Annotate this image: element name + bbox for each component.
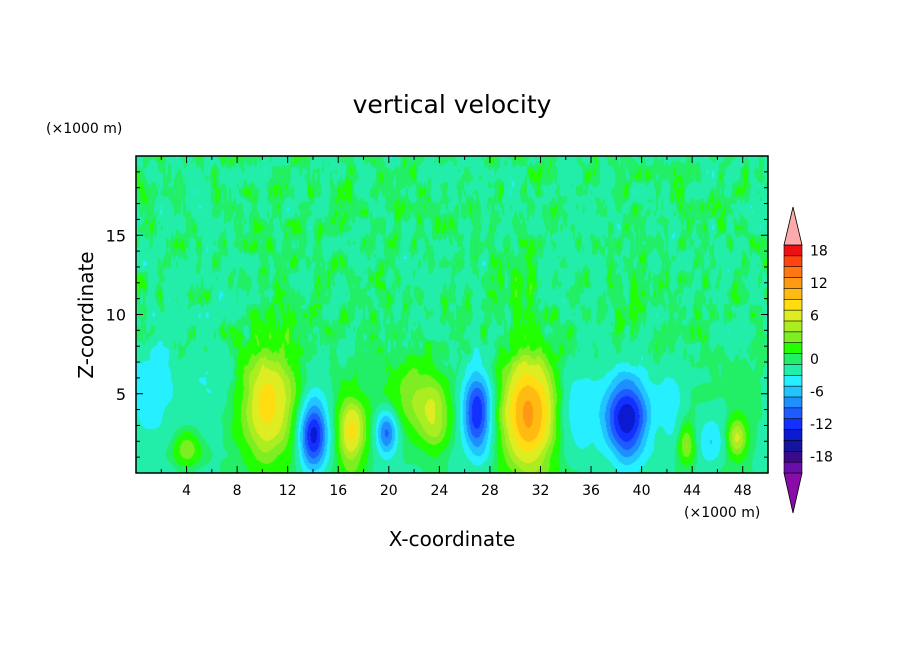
colorbar-swatch bbox=[783, 418, 803, 431]
colorbar-tick-label: 6 bbox=[810, 309, 819, 325]
x-tick-label: 8 bbox=[233, 483, 242, 499]
colorbar-swatch bbox=[783, 342, 803, 355]
x-axis-label: X-coordinate bbox=[389, 527, 516, 551]
colorbar-swatch bbox=[783, 288, 803, 300]
y-axis-label: Z-coordinate bbox=[74, 251, 98, 378]
colorbar: 18 12 6 0 -6 -12 -18 bbox=[783, 206, 833, 514]
colorbar-swatch bbox=[783, 440, 803, 452]
colorbar-tick-label: -18 bbox=[810, 450, 833, 466]
colorbar-swatch bbox=[783, 450, 803, 463]
x-tick-label: 16 bbox=[329, 483, 347, 499]
colorbar-swatch bbox=[783, 374, 803, 387]
colorbar-swatch bbox=[783, 461, 803, 474]
x-tick-label: 28 bbox=[481, 483, 499, 499]
x-unit-label: (×1000 m) bbox=[684, 505, 760, 521]
x-tick-label: 44 bbox=[683, 483, 701, 499]
colorbar-swatch bbox=[783, 364, 803, 376]
x-axis-ticks: 4 8 12 16 20 24 28 32 36 40 44 48 bbox=[160, 156, 752, 499]
heatmap-raster bbox=[136, 156, 768, 473]
colorbar-swatch bbox=[783, 407, 803, 420]
colorbar-tick-label: -12 bbox=[810, 417, 833, 433]
colorbar-swatch bbox=[783, 331, 803, 344]
x-tick-label: 40 bbox=[633, 483, 651, 499]
colorbar-swatch bbox=[783, 385, 803, 398]
x-tick-label: 32 bbox=[532, 483, 550, 499]
x-tick-label: 48 bbox=[734, 483, 752, 499]
y-axis-ticks: 5 10 15 bbox=[106, 171, 768, 458]
colorbar-swatch bbox=[783, 255, 803, 268]
colorbar-tick-label: -6 bbox=[810, 385, 824, 401]
colorbar-tick-label: 0 bbox=[810, 352, 819, 368]
colorbar-swatch bbox=[783, 396, 803, 409]
colorbar-swatch bbox=[783, 429, 803, 442]
colorbar-swatch bbox=[783, 244, 803, 257]
chart-title: vertical velocity bbox=[353, 90, 552, 119]
y-tick-label: 15 bbox=[106, 226, 126, 245]
colorbar-tick-label: 18 bbox=[810, 243, 828, 259]
colorbar-swatch bbox=[783, 320, 803, 333]
colorbar-swatch bbox=[783, 298, 803, 311]
y-tick-label: 5 bbox=[116, 385, 126, 404]
colorbar-under-triangle bbox=[783, 472, 803, 514]
x-tick-label: 20 bbox=[380, 483, 398, 499]
colorbar-swatch bbox=[783, 277, 803, 290]
x-tick-label: 36 bbox=[582, 483, 600, 499]
x-tick-label: 24 bbox=[430, 483, 448, 499]
heatmap-field bbox=[136, 156, 768, 473]
colorbar-swatch bbox=[783, 266, 803, 279]
colorbar-over-triangle bbox=[783, 206, 803, 246]
colorbar-swatch bbox=[783, 309, 803, 322]
colorbar-tick-label: 12 bbox=[810, 276, 828, 292]
y-tick-label: 10 bbox=[106, 306, 126, 325]
x-tick-label: 4 bbox=[182, 483, 191, 499]
x-tick-label: 12 bbox=[279, 483, 297, 499]
y-unit-label: (×1000 m) bbox=[46, 121, 122, 137]
colorbar-swatch bbox=[783, 353, 803, 366]
